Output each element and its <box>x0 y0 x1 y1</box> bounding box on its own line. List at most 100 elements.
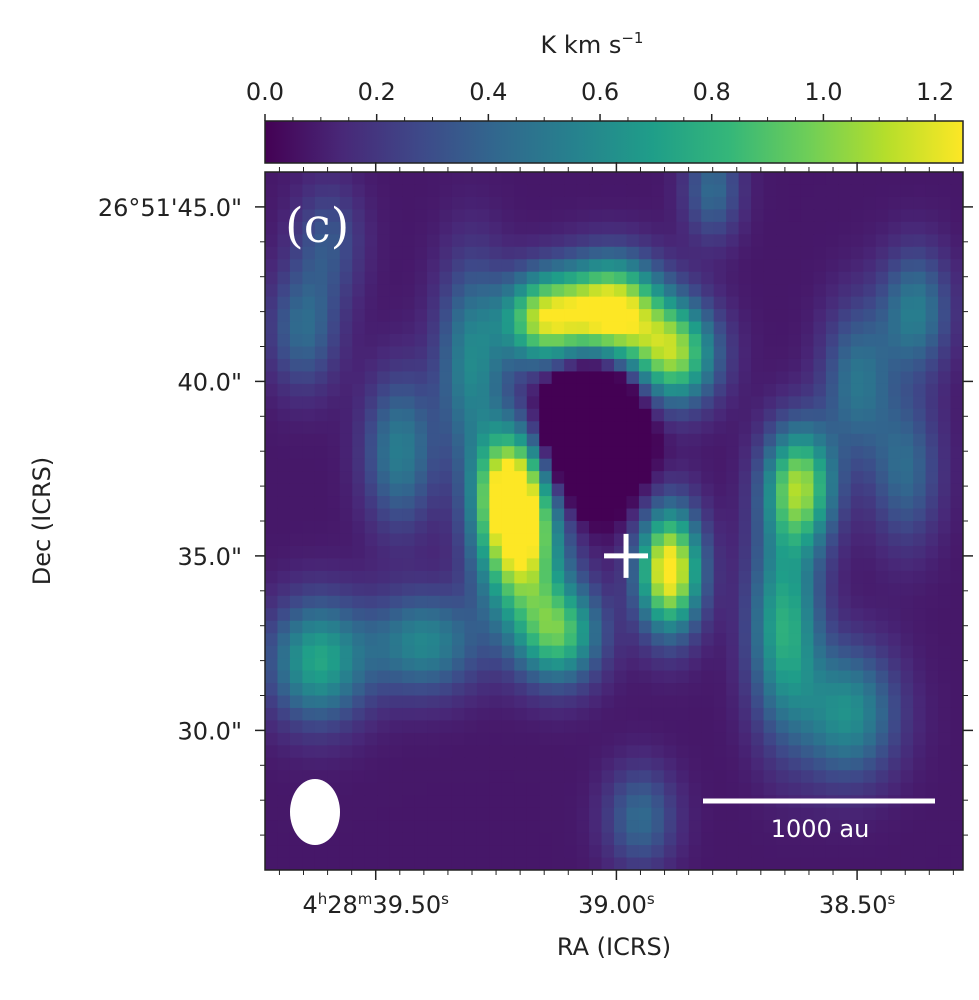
heatmap-cell <box>713 658 727 672</box>
heatmap-cell <box>427 782 441 796</box>
heatmap-cell <box>763 558 777 572</box>
heatmap-cell <box>863 309 877 323</box>
heatmap-cell <box>514 683 528 697</box>
heatmap-cell <box>489 620 503 634</box>
heatmap-cell <box>402 633 416 647</box>
heatmap-cell <box>788 296 802 310</box>
heatmap-cell <box>539 346 553 360</box>
heatmap-cell <box>314 284 328 298</box>
heatmap-cell <box>352 358 366 373</box>
heatmap-cell <box>688 172 702 186</box>
heatmap-cell <box>427 570 441 584</box>
heatmap-cell <box>526 583 540 597</box>
heatmap-cell <box>451 433 466 447</box>
heatmap-cell <box>427 521 441 535</box>
heatmap-cell <box>850 832 864 846</box>
heatmap-cell <box>614 172 628 186</box>
heatmap-cell <box>339 358 353 373</box>
heatmap-cell <box>900 707 914 722</box>
heatmap-cell <box>526 695 540 709</box>
heatmap-cell <box>776 745 790 759</box>
heatmap-cell <box>601 246 615 260</box>
heatmap-cell <box>663 720 677 734</box>
heatmap-cell <box>651 533 665 547</box>
heatmap-cell <box>763 658 777 672</box>
heatmap-cell <box>476 321 490 335</box>
heatmap-cell <box>813 421 827 435</box>
heatmap-cell <box>377 508 391 522</box>
heatmap-cell <box>726 296 740 310</box>
heatmap-cell <box>265 284 279 298</box>
heatmap-cell <box>314 421 328 435</box>
heatmap-cell <box>302 421 316 435</box>
heatmap-cell <box>651 832 665 846</box>
heatmap-cell <box>900 483 914 497</box>
heatmap-cell <box>900 433 914 447</box>
heatmap-cell <box>327 720 341 734</box>
heatmap-cell <box>377 172 391 186</box>
heatmap-cell <box>888 234 902 248</box>
heatmap-cell <box>688 471 702 485</box>
heatmap-cell <box>713 296 727 310</box>
heatmap-cell <box>688 695 702 709</box>
heatmap-cell <box>489 683 503 697</box>
heatmap-cell <box>414 284 428 298</box>
heatmap-cell <box>427 271 441 285</box>
heatmap-cell <box>289 209 303 223</box>
heatmap-cell <box>751 521 765 535</box>
heatmap-cell <box>938 683 952 697</box>
heatmap-cell <box>439 645 453 659</box>
heatmap-cell <box>551 421 565 435</box>
heatmap-cell <box>601 209 615 223</box>
heatmap-cell <box>439 857 453 870</box>
heatmap-cell <box>913 209 927 223</box>
heatmap-cell <box>838 172 852 186</box>
heatmap-cell <box>302 483 316 497</box>
heatmap-cell <box>838 807 852 821</box>
heatmap-cell <box>888 608 902 622</box>
heatmap-cell <box>265 770 279 784</box>
heatmap-cell <box>726 433 740 447</box>
heatmap-cell <box>663 433 677 447</box>
heatmap-cell <box>339 683 353 697</box>
heatmap-cell <box>688 720 702 734</box>
y-axis-title: Dec (ICRS) <box>28 457 56 586</box>
heatmap-cell <box>265 271 279 285</box>
heatmap-cell <box>738 658 752 672</box>
heatmap-cell <box>788 371 802 385</box>
heatmap-cell <box>576 396 590 410</box>
heatmap-cell <box>576 246 590 260</box>
heatmap-cell <box>389 296 403 310</box>
heatmap-cell <box>713 458 727 472</box>
heatmap-cell <box>389 795 403 809</box>
heatmap-cell <box>589 471 603 485</box>
heatmap-cell <box>339 558 353 572</box>
heatmap-cell <box>663 795 677 809</box>
heatmap-cell <box>638 608 652 622</box>
heatmap-cell <box>938 533 952 547</box>
heatmap-cell <box>352 309 366 323</box>
heatmap-cell <box>551 533 565 547</box>
heatmap-cell <box>938 209 952 223</box>
heatmap-cell <box>626 583 640 597</box>
heatmap-cell <box>439 732 453 746</box>
heatmap-cell <box>389 221 403 235</box>
heatmap-cell <box>800 608 815 622</box>
heatmap-cell <box>776 807 790 821</box>
heatmap-cell <box>464 396 478 410</box>
heatmap-cell <box>925 309 939 323</box>
heatmap-cell <box>875 358 889 373</box>
heatmap-cell <box>514 321 528 335</box>
heatmap-cell <box>514 408 528 422</box>
heatmap-cell <box>825 408 839 422</box>
heatmap-cell <box>414 558 428 572</box>
heatmap-cell <box>663 234 677 248</box>
heatmap-cell <box>564 284 578 298</box>
heatmap-cell <box>389 334 403 348</box>
heatmap-cell <box>663 782 677 796</box>
heatmap-cell <box>451 695 466 709</box>
heatmap-cell <box>464 196 478 210</box>
heatmap-cell <box>800 820 815 834</box>
heatmap-cell <box>713 770 727 784</box>
heatmap-cell <box>713 196 727 210</box>
